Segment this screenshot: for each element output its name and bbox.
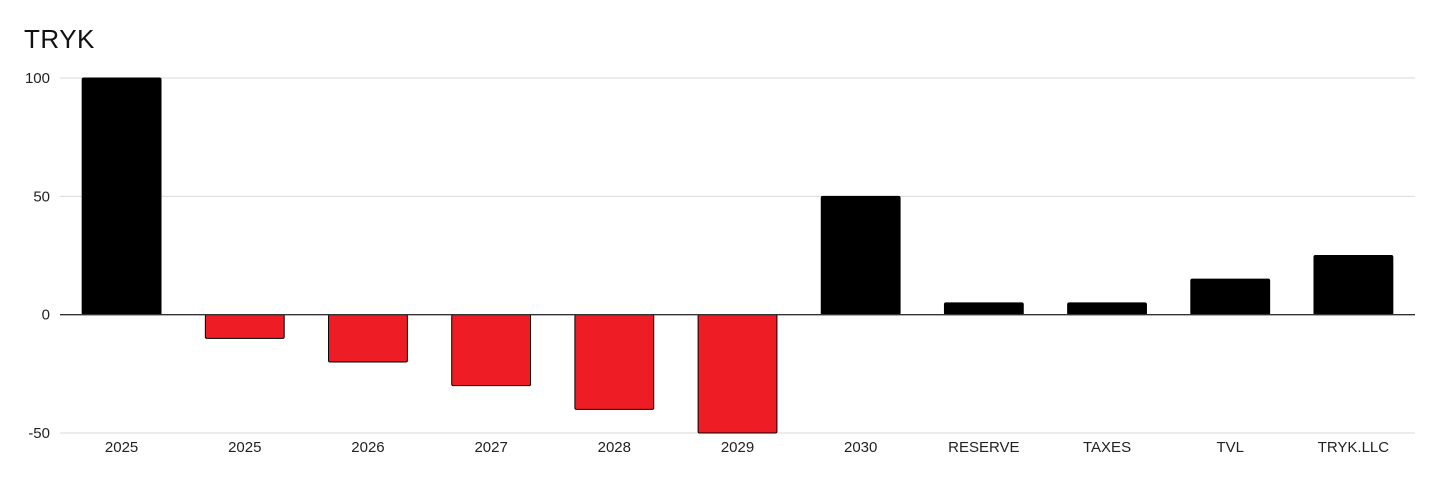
x-tick-label: TVL [1216, 439, 1244, 456]
x-tick-label: 2029 [721, 439, 754, 456]
bar-8 [1067, 302, 1147, 316]
y-tick-label: -50 [28, 425, 50, 442]
x-tick-label: 2028 [598, 439, 631, 456]
bars [81, 77, 1394, 434]
y-tick-label: 100 [25, 70, 50, 87]
x-tick-label: RESERVE [948, 439, 1019, 456]
x-tick-label: TRYK.LLC [1318, 439, 1390, 456]
bar-3 [451, 314, 532, 387]
x-tick-label: TAXES [1083, 439, 1131, 456]
bar-1 [204, 314, 285, 339]
y-axis-tick-labels: 100 50 0 -50 [25, 70, 50, 442]
bar-6 [820, 195, 901, 316]
bar-9 [1190, 278, 1271, 316]
bar-10 [1313, 255, 1394, 316]
bar-4 [574, 314, 655, 410]
x-tick-label: 2026 [351, 439, 384, 456]
x-tick-label: 2030 [844, 439, 877, 456]
y-tick-label: 0 [42, 307, 50, 324]
bar-2 [328, 314, 408, 363]
x-tick-label: 2025 [105, 439, 138, 456]
bar-7 [943, 302, 1024, 316]
chart-title: TRYK [24, 24, 95, 54]
x-tick-label: 2025 [228, 439, 261, 456]
y-tick-label: 50 [33, 188, 50, 205]
x-axis-tick-labels: 2025 2025 2026 2027 2028 2029 2030 RESERVE TAXES… [105, 439, 1389, 456]
x-tick-label: 2027 [474, 439, 507, 456]
bar-5 [697, 314, 778, 434]
bar-0 [81, 77, 162, 316]
